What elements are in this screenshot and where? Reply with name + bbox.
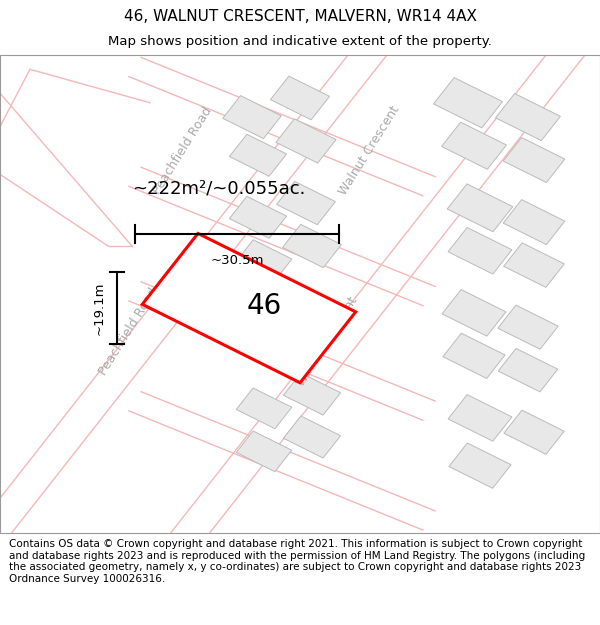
Text: Walnut Crescent: Walnut Crescent xyxy=(294,294,360,389)
Text: ~222m²/~0.055ac.: ~222m²/~0.055ac. xyxy=(132,180,305,198)
Polygon shape xyxy=(496,94,560,141)
Polygon shape xyxy=(142,233,356,382)
Polygon shape xyxy=(448,228,512,274)
Text: 46: 46 xyxy=(247,292,281,319)
Polygon shape xyxy=(498,305,558,349)
Polygon shape xyxy=(277,282,335,324)
Text: Peachfield Road: Peachfield Road xyxy=(97,286,161,378)
Polygon shape xyxy=(236,388,292,429)
Polygon shape xyxy=(283,416,341,458)
Polygon shape xyxy=(503,138,565,182)
Polygon shape xyxy=(447,184,513,232)
Polygon shape xyxy=(236,240,292,281)
Polygon shape xyxy=(229,134,287,176)
Polygon shape xyxy=(229,196,287,238)
Text: Walnut Crescent: Walnut Crescent xyxy=(336,103,402,198)
Text: ~30.5m: ~30.5m xyxy=(210,254,264,267)
Polygon shape xyxy=(277,181,335,224)
Polygon shape xyxy=(504,410,564,454)
Polygon shape xyxy=(443,333,505,379)
Polygon shape xyxy=(230,298,286,338)
Text: Peachfield Road: Peachfield Road xyxy=(151,104,215,196)
Polygon shape xyxy=(498,348,558,392)
Text: ~19.1m: ~19.1m xyxy=(92,281,106,335)
Polygon shape xyxy=(283,224,341,268)
Polygon shape xyxy=(276,119,336,163)
Text: Map shows position and indicative extent of the property.: Map shows position and indicative extent… xyxy=(108,35,492,48)
Polygon shape xyxy=(448,394,512,441)
Polygon shape xyxy=(503,199,565,244)
Polygon shape xyxy=(442,289,506,336)
Polygon shape xyxy=(271,76,329,120)
Text: Contains OS data © Crown copyright and database right 2021. This information is : Contains OS data © Crown copyright and d… xyxy=(9,539,585,584)
Polygon shape xyxy=(442,122,506,169)
Polygon shape xyxy=(223,96,281,139)
Polygon shape xyxy=(283,373,341,415)
Polygon shape xyxy=(236,431,292,472)
Text: 46, WALNUT CRESCENT, MALVERN, WR14 4AX: 46, WALNUT CRESCENT, MALVERN, WR14 4AX xyxy=(124,9,476,24)
Polygon shape xyxy=(433,78,503,128)
Polygon shape xyxy=(449,443,511,488)
Polygon shape xyxy=(503,243,565,288)
